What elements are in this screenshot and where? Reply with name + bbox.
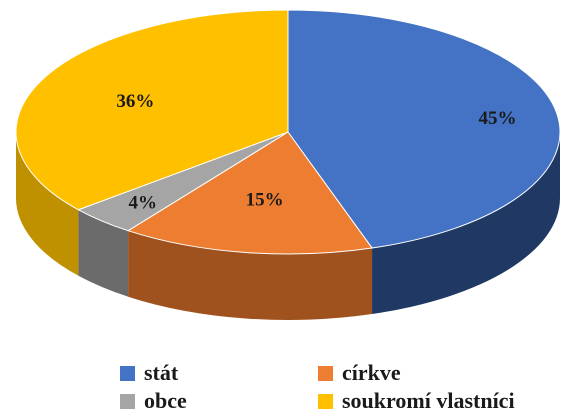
- slice-label-cirkve: 15%: [246, 189, 284, 210]
- slice-side-obce: [78, 209, 129, 297]
- slice-side-stat: [372, 132, 560, 315]
- legend-label-soukromi-vlastnici: soukromí vlastníci: [342, 388, 515, 413]
- legend-label-stat: stát: [144, 360, 179, 385]
- slice-label-stat: 45%: [479, 108, 517, 129]
- legend-item-obce: obce: [120, 387, 318, 415]
- pie-sides: [16, 132, 560, 320]
- slice-cirkve: [126, 131, 373, 255]
- legend-swatch-obce: [120, 393, 135, 409]
- legend-item-soukromi-vlastnici: soukromí vlastníci: [318, 387, 560, 415]
- legend-item-cirkve: církve: [318, 359, 560, 387]
- slice-stat: [287, 9, 561, 249]
- legend-swatch-cirkve: [318, 365, 333, 381]
- slice-label-soukromi-vlastnici: 36%: [116, 91, 154, 112]
- legend-label-obce: obce: [144, 388, 187, 413]
- pie-tops: [15, 9, 561, 255]
- legend-swatch-stat: [120, 365, 135, 381]
- slice-side-soukromi-vlastnici: [16, 132, 79, 276]
- legend-item-stat: stát: [120, 359, 318, 387]
- slice-side-cirkve: [128, 230, 373, 320]
- legend: stát církve obce soukromí vlastníci: [120, 359, 560, 415]
- slice-soukromi-vlastnici: [15, 9, 289, 211]
- legend-swatch-soukromi-vlastnici: [318, 393, 333, 409]
- pie-labels: 45% 15% 4% 36%: [116, 91, 516, 214]
- slice-label-obce: 4%: [129, 192, 158, 213]
- legend-label-cirkve: církve: [342, 360, 401, 385]
